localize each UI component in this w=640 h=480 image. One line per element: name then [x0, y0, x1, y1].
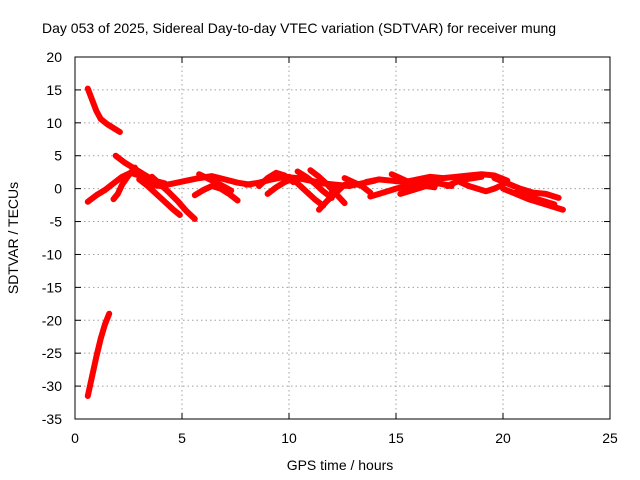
x-axis-title: GPS time / hours — [287, 457, 394, 473]
y-tick-label: -10 — [42, 246, 62, 262]
y-tick-labels: -35 -30 -25 -20 -15 -10 -5 0 5 10 15 20 — [42, 49, 62, 427]
series-arc-20 — [363, 171, 511, 186]
series-arc-19 — [341, 175, 374, 196]
series-arc-8 — [144, 173, 254, 189]
y-tick-label: -20 — [42, 312, 62, 328]
series-arc-26 — [491, 175, 562, 201]
x-tick-label: 15 — [388, 430, 404, 446]
ticks-layer — [74, 56, 611, 420]
y-tick-label: 20 — [46, 49, 62, 65]
series-arc-15 — [294, 168, 335, 201]
series-arc-14 — [286, 173, 327, 209]
y-tick-label: 5 — [54, 148, 62, 164]
series-arc-28 — [512, 189, 558, 208]
y-tick-label: -25 — [42, 345, 62, 361]
series-arc-16 — [307, 167, 348, 207]
y-tick-label: -15 — [42, 279, 62, 295]
series-layer — [84, 85, 566, 399]
series-arc-24 — [444, 173, 485, 189]
plot-frame — [74, 56, 611, 420]
series-arc-2 — [84, 310, 113, 399]
y-axis-title: SDTVAR / TECUs — [5, 182, 21, 294]
series-arc-5 — [110, 164, 138, 203]
y-tick-label: -5 — [50, 214, 63, 230]
y-tick-label: -35 — [42, 411, 62, 427]
y-tick-label: 10 — [46, 115, 62, 131]
y-tick-label: 15 — [46, 82, 62, 98]
y-tick-label: -30 — [42, 378, 62, 394]
grid-layer — [75, 57, 610, 419]
y-tick-label: 0 — [54, 181, 62, 197]
series-arc-23 — [397, 180, 455, 197]
series-arc-3 — [84, 169, 153, 205]
x-tick-label: 0 — [71, 430, 79, 446]
series-arc-9 — [191, 183, 241, 204]
x-tick-label: 25 — [602, 430, 618, 446]
series-arc-25 — [457, 179, 506, 195]
x-tick-label: 20 — [495, 430, 511, 446]
series-arc-10 — [196, 171, 235, 194]
x-tick-label: 10 — [281, 430, 297, 446]
chart-title: Day 053 of 2025, Sidereal Day-to-day VTE… — [42, 20, 556, 36]
x-tick-label: 5 — [178, 430, 186, 446]
x-tick-labels: 0 5 10 15 20 25 — [71, 430, 618, 446]
series-arc-1 — [84, 85, 123, 135]
